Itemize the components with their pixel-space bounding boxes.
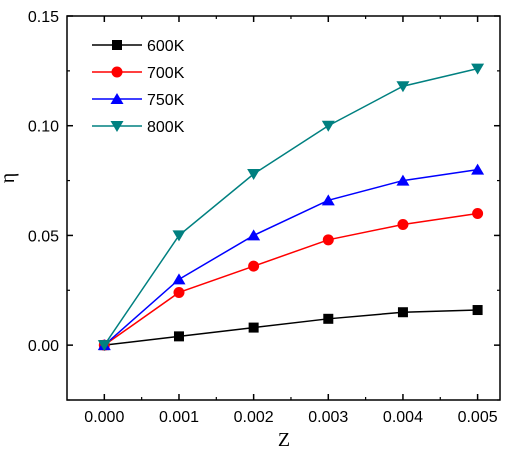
x-tick-label: 0.003 (308, 409, 348, 426)
y-tick-label: 0.10 (28, 119, 59, 136)
x-axis-label: Z (278, 429, 290, 451)
legend-label: 750K (147, 92, 185, 109)
data-point (321, 120, 335, 132)
data-point (471, 63, 485, 75)
series-600K (99, 305, 483, 351)
data-point (471, 163, 485, 175)
y-axis-label: η (0, 173, 19, 183)
data-point (248, 322, 259, 333)
data-point (247, 168, 261, 180)
series-line (103, 67, 478, 346)
series-line (103, 212, 478, 346)
data-point (397, 307, 408, 318)
legend-marker (110, 121, 124, 132)
x-tick-label: 0.005 (458, 409, 498, 426)
data-point (322, 234, 334, 246)
legend-marker (111, 66, 123, 78)
data-point (396, 81, 410, 93)
x-tick-label: 0.000 (84, 409, 124, 426)
data-point (323, 313, 334, 324)
data-point (173, 286, 185, 298)
series-750K (97, 163, 485, 351)
data-point (472, 305, 483, 316)
data-point (172, 230, 186, 242)
legend-item: 750K (92, 92, 185, 109)
series-group (97, 63, 485, 352)
legend-item: 800K (92, 119, 185, 136)
data-point (173, 331, 184, 342)
x-tick-label: 0.002 (234, 409, 274, 426)
y-tick-label: 0.00 (28, 338, 59, 355)
legend-marker (112, 40, 122, 50)
data-point (321, 194, 335, 206)
y-tick-label: 0.05 (28, 228, 59, 245)
x-tick-label: 0.004 (383, 409, 423, 426)
data-point (396, 174, 410, 186)
series-700K (98, 207, 484, 351)
data-point (247, 229, 261, 241)
series-800K (97, 63, 485, 352)
legend: 600K 700K 750K 800K (92, 38, 185, 136)
legend-label: 600K (147, 38, 185, 55)
legend-label: 800K (147, 119, 185, 136)
legend-marker (110, 93, 124, 104)
plot-frame (66, 15, 501, 401)
data-point (172, 273, 186, 285)
axis-ticks: 0.000 0.001 0.002 0.003 0.004 0.005 0.00 0.05 0.… (28, 9, 500, 426)
data-point (97, 340, 111, 352)
x-tick-label: 0.001 (159, 409, 199, 426)
legend-label: 700K (147, 65, 185, 82)
series-line (103, 168, 478, 346)
data-point (472, 207, 484, 219)
legend-item: 700K (92, 65, 185, 82)
legend-item: 600K (92, 38, 185, 55)
y-tick-label: 0.15 (28, 9, 59, 26)
series-line (104, 309, 478, 346)
data-point (397, 218, 409, 230)
data-point (248, 260, 260, 272)
